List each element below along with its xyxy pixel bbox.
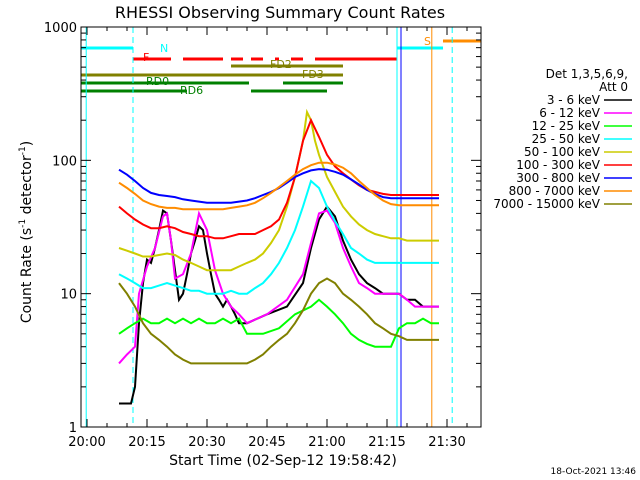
- x-tick-label: 20:00: [68, 435, 105, 450]
- legend-header-detectors: Det 1,3,5,6,9,: [546, 67, 628, 81]
- series-line: [118, 161, 439, 211]
- legend-label: 6 - 12 keV: [539, 106, 601, 120]
- flag-label: RD6: [180, 84, 203, 97]
- y-tick-label: 1: [69, 421, 77, 436]
- series-line: [118, 179, 439, 295]
- x-tick-label: 20:15: [128, 435, 165, 450]
- series-line: [118, 117, 439, 240]
- legend-label: 800 - 7000 keV: [509, 184, 601, 198]
- legend-label: 7000 - 15000 keV: [493, 197, 600, 211]
- plot-frame: [80, 26, 482, 428]
- legend-label: 50 - 100 keV: [524, 145, 601, 159]
- x-tick-label: 21:00: [308, 435, 345, 450]
- legend-label: 100 - 300 keV: [516, 158, 600, 172]
- flag-label: F: [143, 51, 149, 64]
- legend-label: 300 - 800 keV: [516, 171, 600, 185]
- flag-label: S: [424, 35, 431, 48]
- x-axis: 20:00 20:15 20:30 20:45 21:00 21:15 21:30: [68, 27, 468, 450]
- x-axis-label: Start Time (02-Sep-12 19:58:42): [169, 453, 397, 469]
- series-line: [118, 298, 439, 348]
- x-tick-label: 21:15: [368, 435, 405, 450]
- chart-title: RHESSI Observing Summary Count Rates: [115, 3, 445, 22]
- y-tick-label: 1000: [44, 21, 77, 36]
- y-tick-label: 100: [52, 154, 77, 169]
- x-tick-label: 21:30: [428, 435, 465, 450]
- legend-label: 25 - 50 keV: [532, 132, 601, 146]
- vertical-markers: [85, 27, 453, 427]
- flag-labels: NF FD2 FD3 RD0 RD6 S: [143, 35, 431, 97]
- flag-label: N: [160, 42, 168, 55]
- flag-label: RD0: [146, 75, 169, 88]
- legend-header-attenuator: Att 0: [599, 80, 628, 94]
- x-tick-label: 20:30: [188, 435, 225, 450]
- generation-timestamp: 18-Oct-2021 13:46: [551, 467, 637, 477]
- series-line: [118, 108, 439, 272]
- x-tick-label: 20:45: [248, 435, 285, 450]
- series-line: [118, 209, 439, 365]
- y-tick-label: 10: [60, 288, 77, 303]
- status-flags: [81, 39, 481, 93]
- y-axis: 1 10 100 1000: [44, 21, 481, 436]
- series-line: [118, 277, 439, 365]
- flag-label: FD3: [302, 68, 324, 81]
- legend-label: 3 - 6 keV: [547, 93, 601, 107]
- legend-label: 12 - 25 keV: [532, 119, 601, 133]
- flag-label: FD2: [270, 58, 292, 71]
- series-group: [118, 108, 439, 405]
- y-axis-label: Count Rate (s-1 detector-1): [18, 141, 35, 323]
